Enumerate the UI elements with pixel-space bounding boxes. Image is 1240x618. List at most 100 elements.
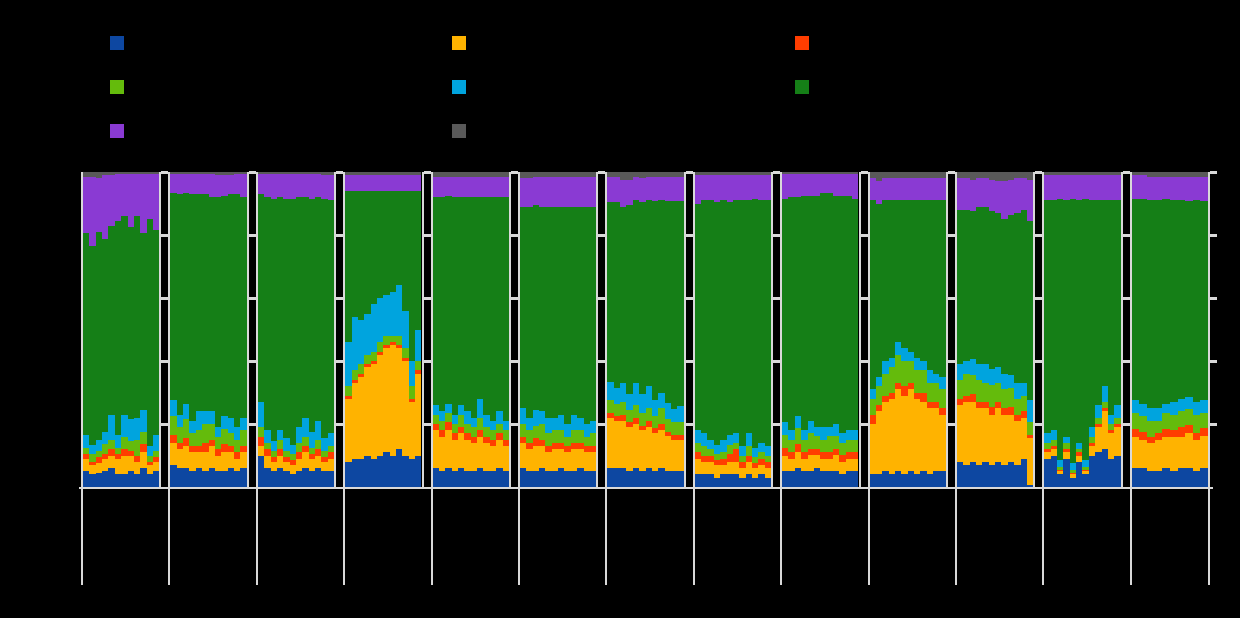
- y-tick-mark: [423, 360, 431, 363]
- legend-item-series-1-blue: [110, 36, 132, 50]
- segment-series-3-orangered: [545, 446, 552, 453]
- segment-series-2-amber: [458, 433, 465, 469]
- segment-series-7-purple: [1020, 178, 1027, 210]
- segment-series-7-purple: [502, 176, 509, 198]
- segment-series-5-cyan: [920, 361, 927, 371]
- stacked-bar: [183, 172, 190, 487]
- segment-series-7-purple: [121, 173, 128, 217]
- segment-series-7-purple: [270, 173, 277, 199]
- segment-series-5-cyan: [677, 406, 684, 423]
- stacked-bar: [639, 172, 646, 487]
- legend-item-series-2-amber: [452, 36, 474, 50]
- y-tick-mark: [860, 297, 868, 300]
- segment-series-8-gray: [1139, 172, 1147, 176]
- segment-series-7-purple: [794, 173, 802, 198]
- facet-panel-10: [867, 171, 955, 487]
- segment-series-2-amber: [83, 458, 90, 472]
- segment-series-6-darkgreen: [114, 220, 122, 436]
- y-tick-mark: [1122, 171, 1130, 174]
- segment-series-1-blue: [939, 471, 946, 487]
- segment-series-8-gray: [577, 172, 584, 177]
- segment-series-6-darkgreen: [1057, 198, 1064, 461]
- segment-series-7-purple: [713, 175, 721, 202]
- segment-series-4-yellowgreen: [782, 435, 789, 448]
- segment-series-5-cyan: [558, 414, 565, 431]
- stacked-bar: [969, 172, 976, 487]
- segment-series-4-yellowgreen: [875, 386, 883, 406]
- segment-series-7-purple: [240, 173, 247, 198]
- segment-series-4-yellowgreen: [321, 450, 328, 458]
- segment-series-1-blue: [227, 468, 234, 487]
- segment-series-5-cyan: [519, 408, 527, 425]
- segment-series-3-orangered: [645, 420, 652, 428]
- stacked-bar: [551, 172, 559, 487]
- segment-series-1-blue: [1014, 464, 1021, 487]
- segment-series-6-darkgreen: [1007, 214, 1015, 376]
- segment-series-6-darkgreen: [1063, 200, 1070, 437]
- facet-boundary-line: [343, 489, 345, 585]
- segment-series-8-gray: [351, 172, 358, 176]
- stacked-bar: [1007, 172, 1015, 487]
- segment-series-7-purple: [302, 173, 309, 198]
- segment-series-1-blue: [327, 471, 335, 487]
- y-tick-mark: [1035, 297, 1043, 300]
- segment-series-5-cyan: [956, 364, 964, 380]
- segment-series-7-purple: [214, 175, 222, 198]
- segment-series-8-gray: [489, 172, 497, 177]
- segment-series-8-gray: [283, 172, 290, 174]
- stacked-bar: [845, 172, 853, 487]
- segment-series-8-gray: [240, 172, 247, 174]
- segment-series-4-yellowgreen: [402, 348, 409, 358]
- segment-series-1-blue: [758, 474, 765, 487]
- facet-boundary-line: [1208, 489, 1210, 585]
- segment-series-5-cyan: [240, 417, 247, 431]
- segment-series-7-purple: [839, 173, 846, 196]
- segment-series-2-amber: [233, 458, 241, 472]
- stacked-bar: [939, 172, 946, 487]
- segment-series-7-purple: [483, 176, 490, 198]
- legend-item-series-8-gray: [452, 124, 474, 138]
- segment-series-5-cyan: [140, 409, 147, 432]
- segment-series-7-purple: [227, 175, 234, 195]
- y-tick-mark: [947, 171, 955, 174]
- segment-series-6-darkgreen: [315, 197, 322, 421]
- segment-series-5-cyan: [907, 351, 915, 362]
- segment-series-4-yellowgreen: [364, 354, 371, 365]
- segment-series-1-blue: [613, 468, 621, 487]
- stacked-bar: [1101, 172, 1108, 487]
- segment-series-7-purple: [1095, 175, 1102, 201]
- segment-series-3-orangered: [577, 442, 584, 450]
- segment-series-7-purple: [620, 179, 627, 207]
- bars: [345, 172, 422, 487]
- segment-series-2-amber: [645, 427, 652, 469]
- segment-series-7-purple: [1001, 181, 1008, 220]
- segment-series-6-darkgreen: [713, 201, 721, 445]
- segment-series-5-cyan: [351, 316, 358, 371]
- bars: [607, 172, 684, 487]
- segment-series-2-amber: [208, 446, 215, 469]
- segment-series-2-amber: [227, 452, 234, 469]
- segment-series-2-amber: [1069, 474, 1077, 478]
- segment-series-1-blue: [140, 468, 147, 487]
- segment-series-4-yellowgreen: [801, 439, 808, 453]
- segment-series-4-yellowgreen: [982, 383, 989, 402]
- segment-series-4-yellowgreen: [1088, 436, 1096, 443]
- segment-series-3-orangered: [1146, 436, 1155, 443]
- stacked-bar: [801, 172, 808, 487]
- segment-series-5-cyan: [1162, 403, 1170, 413]
- facet-boundary-line: [868, 489, 870, 585]
- segment-series-4-yellowgreen: [645, 408, 652, 421]
- segment-series-7-purple: [539, 176, 546, 207]
- segment-series-5-cyan: [720, 439, 727, 453]
- segment-series-7-purple: [83, 176, 90, 234]
- segment-series-1-blue: [519, 468, 527, 487]
- segment-series-6-darkgreen: [146, 219, 153, 447]
- segment-series-4-yellowgreen: [432, 414, 439, 425]
- y-tick-mark: [1122, 234, 1130, 237]
- stacked-bar: [1076, 172, 1083, 487]
- stacked-bar: [432, 172, 439, 487]
- y-tick-mark: [336, 423, 344, 426]
- y-tick-mark: [1035, 423, 1043, 426]
- segment-series-7-purple: [969, 179, 976, 212]
- segment-series-8-gray: [264, 172, 271, 174]
